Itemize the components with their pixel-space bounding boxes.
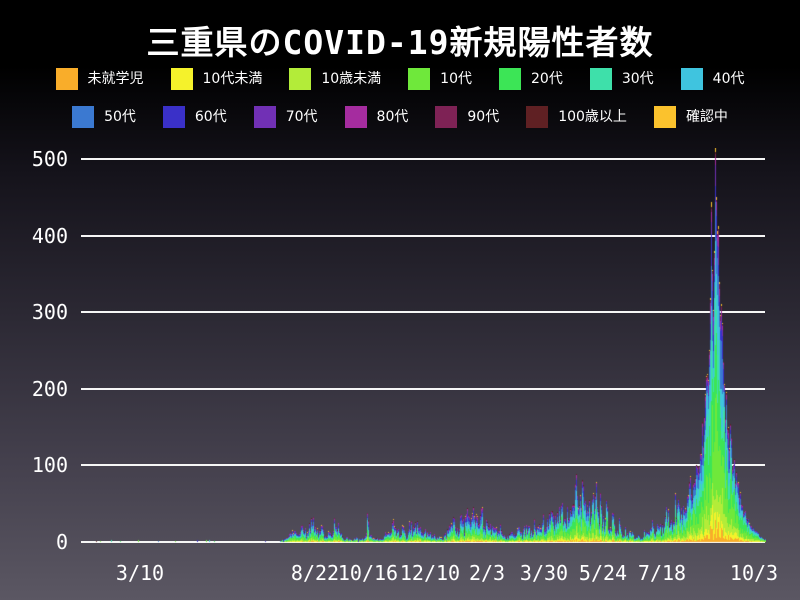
y-tick-label-400: 400: [31, 224, 68, 248]
legend-label: 10代未満: [202, 71, 263, 87]
legend-item-10: 80代: [344, 106, 409, 128]
y-tick-label-200: 200: [31, 377, 68, 401]
x-tick-label-10-3: 10/3: [729, 561, 779, 585]
x-tick-label-12-10: 12/10: [399, 561, 461, 585]
legend-item-1: 10代未満: [170, 68, 263, 90]
x-tick-label-7-18: 7/18: [637, 561, 687, 585]
y-tick-label-300: 300: [31, 300, 68, 324]
legend-swatch-icon: [344, 106, 367, 128]
y-tick-label-100: 100: [31, 453, 68, 477]
x-tick-label-5-24: 5/24: [578, 561, 628, 585]
x-tick-label-3-10: 3/10: [115, 561, 165, 585]
legend-swatch-icon: [499, 68, 521, 90]
legend-item-7: 50代: [72, 106, 136, 128]
legend-label: 100歳以上: [558, 109, 627, 125]
y-tick-label-0: 0: [55, 530, 68, 554]
legend-swatch-icon: [589, 68, 612, 90]
legend-label: 60代: [194, 109, 227, 125]
legend-label: 70代: [285, 109, 318, 125]
legend-item-2: 10歳未満: [289, 68, 381, 90]
legend-swatch-icon: [526, 106, 549, 128]
legend-row-1: 未就学児 10代未満 10歳未満 10代 20代 30代 40代: [0, 68, 800, 90]
legend-item-5: 30代: [589, 68, 654, 90]
legend-swatch-icon: [408, 68, 431, 90]
legend-row-2: 50代 60代 70代 80代 90代 100歳以上 確認中: [0, 106, 800, 128]
x-tick-label-8-22: 8/22: [290, 561, 340, 585]
stacked-area-plot: [84, 148, 766, 546]
legend-swatch-icon: [72, 106, 95, 128]
legend-item-4: 20代: [499, 68, 563, 90]
legend-label: 50代: [104, 109, 136, 125]
x-tick-label-3-30: 3/30: [519, 561, 569, 585]
legend-swatch-icon: [162, 106, 185, 128]
legend-item-0: 未就学児: [55, 68, 144, 90]
legend-label: 30代: [621, 71, 654, 87]
legend-item-11: 90代: [435, 106, 499, 128]
x-tick-label-2-3: 2/3: [468, 561, 506, 585]
legend-label: 未就学児: [87, 71, 144, 87]
legend-item-12: 100歳以上: [526, 106, 627, 128]
legend-label: 確認中: [685, 109, 728, 125]
legend-label: 10歳未満: [321, 71, 382, 87]
x-tick-label-10-16: 10/16: [337, 561, 399, 585]
legend-swatch-icon: [55, 68, 78, 90]
legend-label: 40代: [712, 71, 745, 87]
legend-label: 90代: [467, 109, 500, 125]
legend-swatch-icon: [435, 106, 458, 128]
y-tick-label-500: 500: [31, 147, 68, 171]
legend-item-9: 70代: [253, 106, 318, 128]
legend-label: 10代: [440, 71, 472, 87]
legend-item-3: 10代: [408, 68, 472, 90]
legend-swatch-icon: [680, 68, 703, 90]
legend-item-13: 確認中: [653, 106, 728, 128]
page-title: 三重県のCOVID-19新規陽性者数: [146, 23, 654, 62]
legend-item-8: 60代: [162, 106, 227, 128]
legend-item-6: 40代: [680, 68, 745, 90]
legend-label: 80代: [376, 109, 409, 125]
legend-swatch-icon: [253, 106, 276, 128]
legend-swatch-icon: [289, 68, 312, 90]
legend-label: 20代: [531, 71, 563, 87]
legend-swatch-icon: [170, 68, 193, 90]
legend-swatch-icon: [653, 106, 676, 128]
